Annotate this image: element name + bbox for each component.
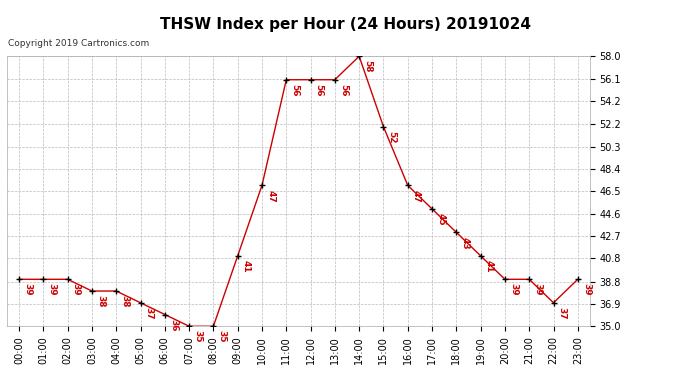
Text: 39: 39 [48,284,57,296]
Text: 37: 37 [145,307,154,320]
Point [14,276,25,282]
Text: 39: 39 [72,284,81,296]
Point [232,253,243,259]
Point [524,276,535,282]
Text: 43: 43 [460,237,469,249]
Point [281,77,292,83]
Text: 38: 38 [120,295,130,308]
Text: 56: 56 [315,84,324,96]
Point [257,182,268,188]
Text: 37: 37 [558,307,566,320]
Text: Copyright 2019 Cartronics.com: Copyright 2019 Cartronics.com [8,39,150,48]
Point [208,323,219,329]
Point [305,77,316,83]
Text: 41: 41 [485,260,494,273]
Text: 39: 39 [23,284,32,296]
Point [475,253,486,259]
Text: 45: 45 [436,213,445,226]
Point [378,124,389,130]
Point [184,323,195,329]
Text: 39: 39 [533,284,542,296]
Text: 39: 39 [509,284,518,296]
Text: 39: 39 [582,284,591,296]
Text: THSW  (°F): THSW (°F) [515,30,575,40]
Point [426,206,437,212]
Point [110,288,121,294]
Text: 38: 38 [96,295,105,308]
Point [451,230,462,236]
Text: 56: 56 [339,84,348,96]
Text: 56: 56 [290,84,299,96]
Point [62,276,73,282]
Point [86,288,97,294]
Point [38,276,49,282]
Text: 35: 35 [193,330,202,343]
Text: 52: 52 [388,131,397,143]
Text: 35: 35 [217,330,226,343]
Text: 36: 36 [169,319,178,331]
Point [402,182,413,188]
Point [500,276,511,282]
Text: THSW Index per Hour (24 Hours) 20191024: THSW Index per Hour (24 Hours) 20191024 [159,17,531,32]
Point [329,77,340,83]
Point [135,300,146,306]
Point [159,312,170,318]
Point [572,276,583,282]
Text: 58: 58 [364,60,373,73]
Point [548,300,559,306]
Text: 47: 47 [266,189,275,202]
Text: 47: 47 [412,189,421,202]
Point [354,53,365,59]
Text: 41: 41 [242,260,251,273]
